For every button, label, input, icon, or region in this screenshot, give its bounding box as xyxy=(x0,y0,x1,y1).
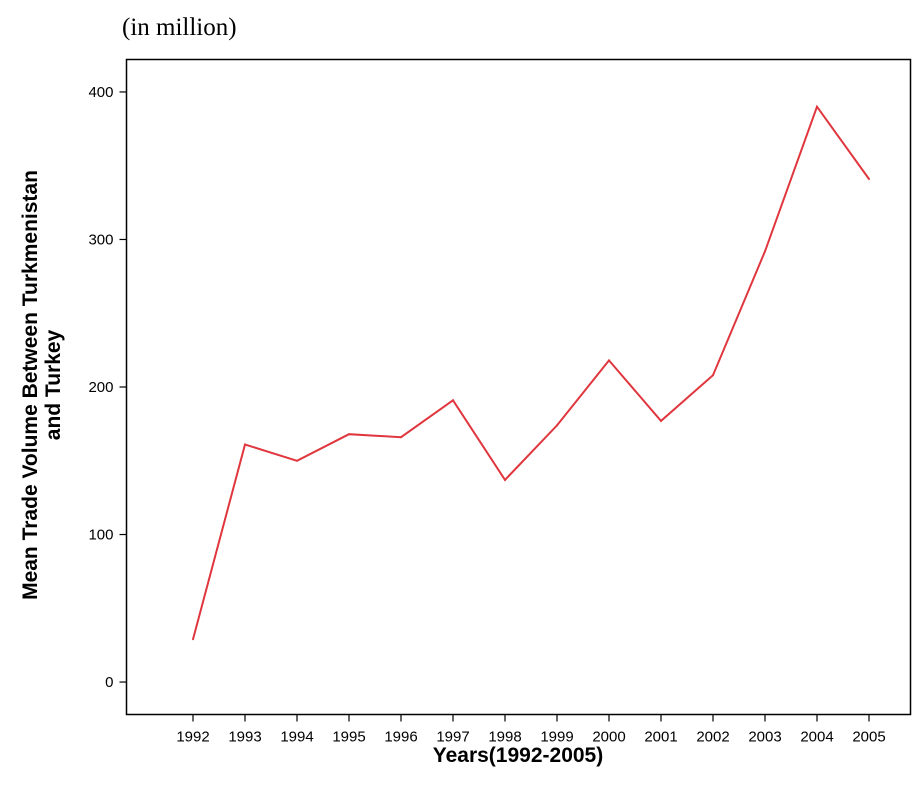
y-axis-title: Mean Trade Volume Between Turkmenistan a… xyxy=(19,170,65,600)
x-tick-label: 1994 xyxy=(280,729,313,746)
x-tick-label: 2004 xyxy=(800,729,833,746)
data-point xyxy=(868,177,870,180)
x-tick-label: 2005 xyxy=(852,729,885,746)
series-line xyxy=(192,104,870,640)
y-tick-label: 300 xyxy=(88,231,113,248)
y-axis-title-line-1: Mean Trade Volume Between Turkmenistan xyxy=(19,170,42,600)
y-axis: 0 100 200 300 400 xyxy=(88,84,127,691)
x-axis-title: Years(1992-2005) xyxy=(433,744,603,767)
data-point xyxy=(296,459,298,462)
x-tick-label: 2003 xyxy=(748,729,781,746)
data-point xyxy=(400,436,402,439)
data-point xyxy=(712,374,714,377)
plot-frame xyxy=(125,58,912,716)
data-point xyxy=(660,419,662,422)
data-point xyxy=(764,250,766,253)
series-layer xyxy=(192,104,870,641)
x-tick-label: 1997 xyxy=(436,729,469,746)
x-tick-label: 1992 xyxy=(176,729,209,746)
y-axis-title-line-2: and Turkey xyxy=(42,329,65,440)
x-axis: 1992 1993 1994 1995 1996 1997 1998 1999 2000 2001… xyxy=(176,714,886,746)
data-point xyxy=(608,359,610,362)
data-point xyxy=(348,433,350,436)
data-point xyxy=(816,105,818,108)
data-point xyxy=(556,424,558,427)
x-tick-label: 2000 xyxy=(592,729,625,746)
x-tick-label: 1999 xyxy=(540,729,573,746)
x-tick-label: 1993 xyxy=(228,729,261,746)
y-tick-label: 0 xyxy=(105,674,113,691)
x-tick-label: 2001 xyxy=(644,729,677,746)
unit-note: (in million) xyxy=(122,14,237,41)
data-point xyxy=(192,638,194,641)
data-point xyxy=(452,399,454,402)
x-tick-label: 1996 xyxy=(384,729,417,746)
y-tick-label: 100 xyxy=(88,527,113,544)
y-tick-label: 400 xyxy=(88,84,113,101)
x-tick-label: 2002 xyxy=(696,729,729,746)
data-point xyxy=(244,443,246,446)
x-tick-label: 1995 xyxy=(332,729,365,746)
x-tick-label: 1998 xyxy=(488,729,521,746)
data-point xyxy=(504,478,506,481)
y-tick-label: 200 xyxy=(88,379,113,396)
